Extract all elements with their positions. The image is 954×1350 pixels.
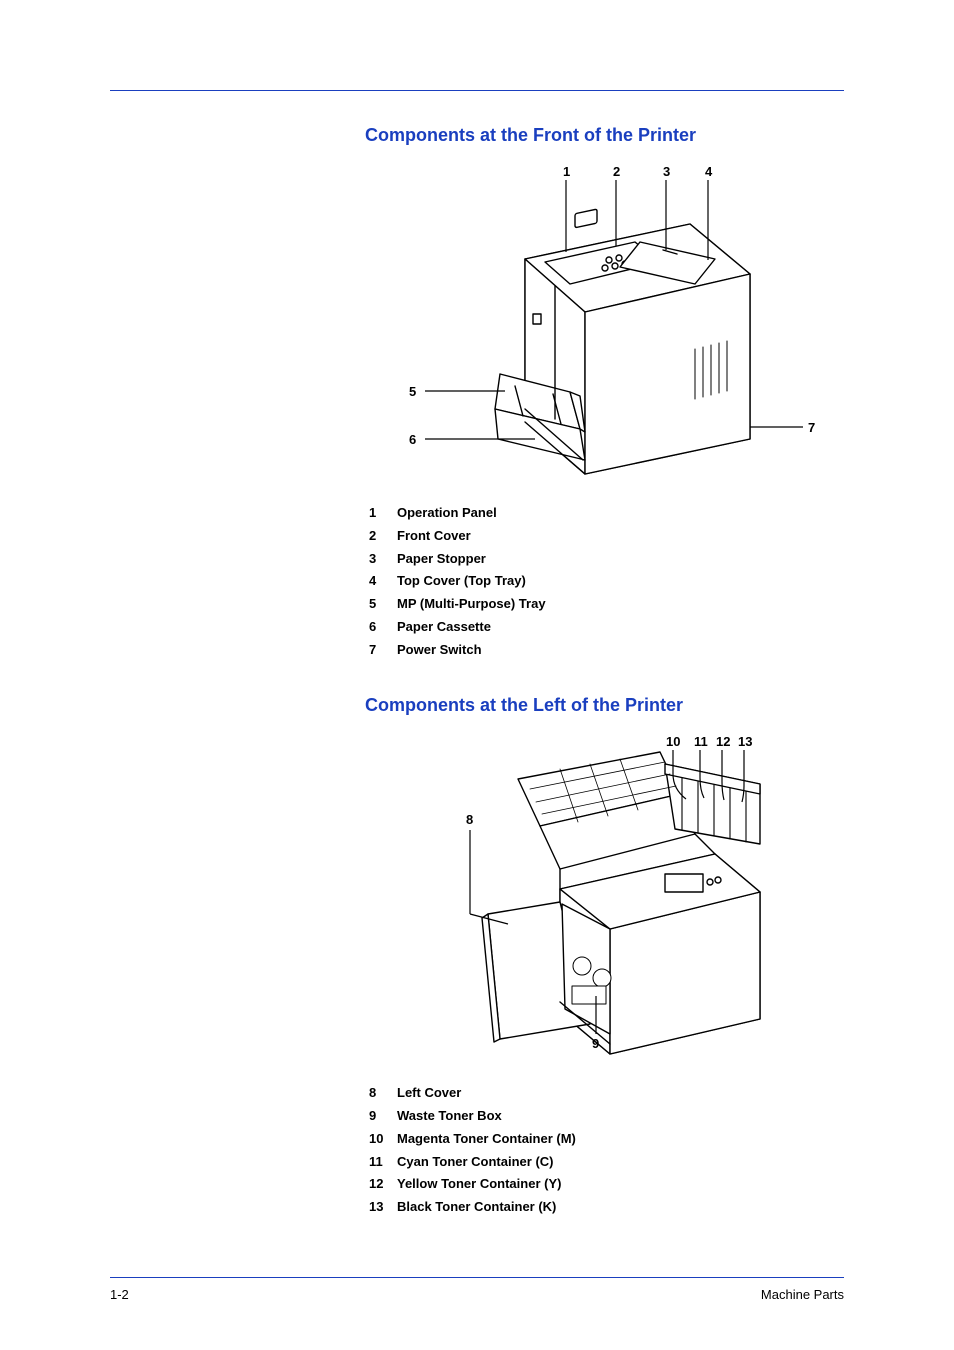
callout-9: 9: [592, 1036, 599, 1051]
part-label: Operation Panel: [397, 502, 497, 525]
part-label: Power Switch: [397, 639, 482, 662]
section2-heading: Components at the Left of the Printer: [365, 695, 855, 716]
section2-parts-list: 8Left Cover 9Waste Toner Box 10Magenta T…: [369, 1082, 855, 1219]
part-num: 2: [369, 525, 397, 548]
list-item: 6Paper Cassette: [369, 616, 855, 639]
section1-parts-list: 1Operation Panel 2Front Cover 3Paper Sto…: [369, 502, 855, 661]
callout-13: 13: [738, 734, 752, 749]
part-label: MP (Multi-Purpose) Tray: [397, 593, 546, 616]
part-label: Left Cover: [397, 1082, 461, 1105]
list-item: 8Left Cover: [369, 1082, 855, 1105]
list-item: 10Magenta Toner Container (M): [369, 1128, 855, 1151]
part-num: 6: [369, 616, 397, 639]
part-label: Cyan Toner Container (C): [397, 1151, 554, 1174]
callout-3: 3: [663, 164, 670, 179]
part-num: 9: [369, 1105, 397, 1128]
part-label: Top Cover (Top Tray): [397, 570, 526, 593]
figure-front-printer: 1 2 3 4 5 6 7: [395, 164, 825, 484]
list-item: 3Paper Stopper: [369, 548, 855, 571]
list-item: 13Black Toner Container (K): [369, 1196, 855, 1219]
part-num: 12: [369, 1173, 397, 1196]
part-label: Paper Stopper: [397, 548, 486, 571]
part-label: Front Cover: [397, 525, 471, 548]
part-num: 3: [369, 548, 397, 571]
top-rule: [110, 90, 844, 91]
list-item: 9Waste Toner Box: [369, 1105, 855, 1128]
list-item: 5MP (Multi-Purpose) Tray: [369, 593, 855, 616]
part-num: 10: [369, 1128, 397, 1151]
part-num: 8: [369, 1082, 397, 1105]
list-item: 4Top Cover (Top Tray): [369, 570, 855, 593]
callout-7: 7: [808, 420, 815, 435]
part-label: Magenta Toner Container (M): [397, 1128, 576, 1151]
callout-11: 11: [694, 734, 708, 749]
part-num: 5: [369, 593, 397, 616]
callout-10: 10: [666, 734, 680, 749]
list-item: 12Yellow Toner Container (Y): [369, 1173, 855, 1196]
footer-section-title: Machine Parts: [761, 1287, 844, 1302]
callout-4: 4: [705, 164, 712, 179]
bottom-rule: [110, 1277, 844, 1278]
printer-front-icon: [395, 164, 825, 484]
callout-6: 6: [409, 432, 416, 447]
part-num: 7: [369, 639, 397, 662]
list-item: 1Operation Panel: [369, 502, 855, 525]
part-label: Waste Toner Box: [397, 1105, 502, 1128]
list-item: 11Cyan Toner Container (C): [369, 1151, 855, 1174]
section1-heading: Components at the Front of the Printer: [365, 125, 855, 146]
part-num: 4: [369, 570, 397, 593]
part-num: 1: [369, 502, 397, 525]
content-column: Components at the Front of the Printer 1…: [365, 125, 855, 1219]
list-item: 7Power Switch: [369, 639, 855, 662]
part-num: 13: [369, 1196, 397, 1219]
part-num: 11: [369, 1151, 397, 1174]
printer-left-icon: [410, 734, 810, 1064]
figure-left-printer: 10 11 12 13 8 9: [410, 734, 810, 1064]
callout-5: 5: [409, 384, 416, 399]
part-label: Yellow Toner Container (Y): [397, 1173, 561, 1196]
callout-8: 8: [466, 812, 473, 827]
part-label: Black Toner Container (K): [397, 1196, 556, 1219]
list-item: 2Front Cover: [369, 525, 855, 548]
part-label: Paper Cassette: [397, 616, 491, 639]
callout-2: 2: [613, 164, 620, 179]
callout-1: 1: [563, 164, 570, 179]
callout-12: 12: [716, 734, 730, 749]
page: Components at the Front of the Printer 1…: [0, 0, 954, 1350]
page-number: 1-2: [110, 1287, 129, 1302]
